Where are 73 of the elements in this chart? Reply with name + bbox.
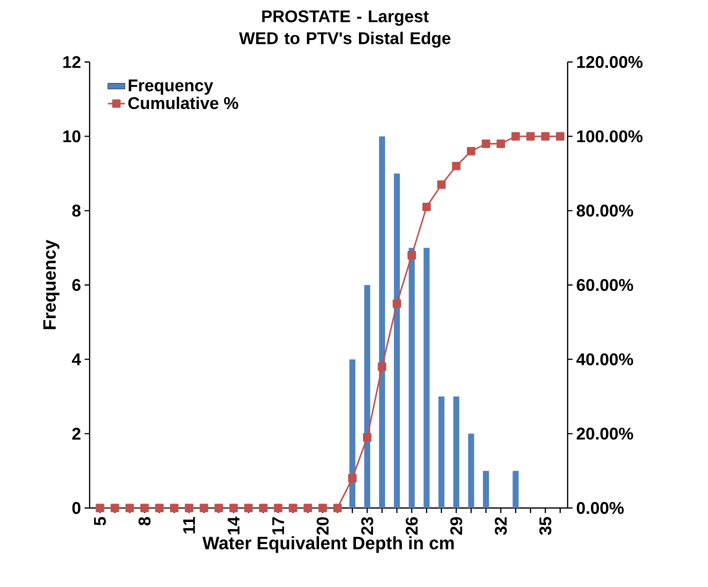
y2-tick-label: 100.00%: [577, 130, 643, 142]
x-tick-label: 14: [228, 516, 240, 534]
x-tick-label: 32: [494, 517, 507, 535]
bar: [424, 248, 430, 508]
y-tick-label: 0: [72, 502, 80, 514]
point: [288, 504, 298, 512]
point: [96, 504, 104, 512]
bar: [512, 470, 519, 508]
y2-tick-label: 40.00%: [576, 353, 634, 366]
y-tick-label: 12: [63, 56, 80, 68]
point: [318, 504, 327, 512]
point: [259, 504, 268, 512]
point: [125, 504, 134, 512]
y-tick-label: 6: [72, 279, 80, 291]
legend-label: Frequency: [128, 80, 214, 95]
bar: [408, 248, 415, 508]
point: [362, 433, 372, 442]
point: [466, 146, 476, 156]
y-tick-label: 8: [72, 204, 81, 217]
x-tick-label: 23: [361, 517, 374, 535]
y-tick-label: 4: [72, 354, 81, 366]
point: [496, 140, 506, 148]
point: [511, 132, 520, 141]
x-tick-label: 17: [272, 517, 284, 534]
point: [214, 504, 223, 512]
bar: [394, 173, 400, 508]
point: [348, 474, 357, 483]
point: [304, 504, 312, 512]
x-tick-label: 26: [406, 517, 418, 535]
point: [408, 251, 416, 260]
point: [110, 504, 120, 512]
point: [526, 132, 535, 141]
x-tick-label: 35: [539, 516, 552, 535]
x-tick-label: 20: [316, 517, 329, 535]
point: [140, 504, 149, 512]
point: [184, 504, 194, 512]
point: [392, 299, 402, 308]
bar: [438, 396, 444, 508]
bar: [482, 470, 489, 508]
y-tick-label: 2: [72, 428, 80, 440]
y2-tick-label: 120.00%: [577, 56, 643, 68]
x-tick-label: 8: [138, 517, 151, 526]
point: [482, 140, 490, 148]
x-tick-label: 5: [94, 516, 106, 526]
point: [274, 504, 282, 512]
x-tick-label: 29: [450, 517, 462, 535]
x-tick-label: 11: [183, 516, 195, 534]
chart-title: PROSTATE - Largest WED to PTV's Distal Edge: [239, 10, 450, 48]
point: [170, 504, 178, 512]
y2-tick-label: 20.00%: [576, 428, 634, 440]
bar: [468, 434, 474, 508]
y2-tick-label: 0.00%: [576, 502, 624, 514]
point: [229, 504, 238, 512]
point: [556, 132, 564, 141]
point: [244, 504, 253, 512]
legend-label: Cumulative %: [128, 96, 238, 110]
bar: [453, 396, 460, 508]
point: [378, 362, 386, 371]
point: [422, 202, 431, 212]
point: [333, 504, 342, 512]
x-axis-title: Water Equivalent Depth in cm: [202, 536, 454, 553]
bar: [349, 359, 356, 508]
bar: [379, 136, 386, 508]
point: [437, 180, 446, 189]
y2-tick-label: 80.00%: [576, 204, 634, 217]
point: [541, 132, 550, 141]
point: [200, 504, 208, 512]
bar: [364, 284, 370, 508]
y2-tick-label: 60.00%: [576, 279, 634, 291]
y-tick-label: 10: [63, 130, 80, 142]
y-axis-title: Frequency: [43, 240, 60, 330]
point: [452, 162, 461, 170]
point: [155, 504, 164, 512]
